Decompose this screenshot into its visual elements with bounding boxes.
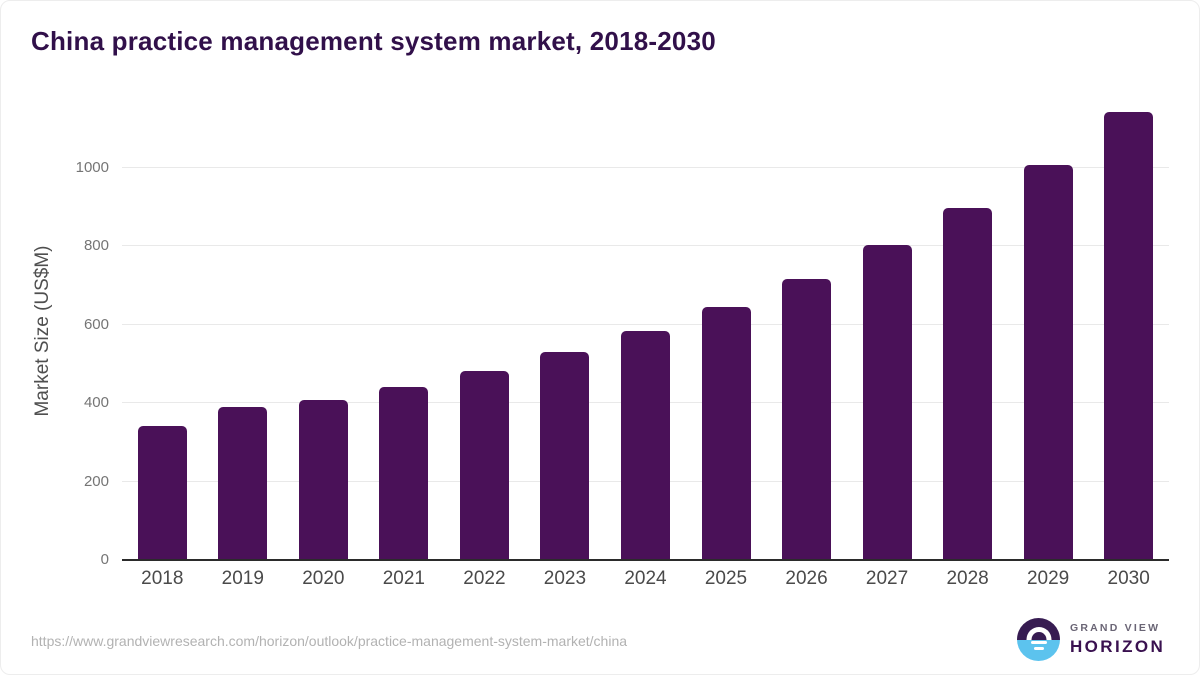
logo-grand-view-text: GRAND VIEW bbox=[1070, 622, 1161, 634]
x-axis-labels: 2018 2019 2020 2021 2022 2023 2024 2025 2026 2027… bbox=[122, 568, 1169, 590]
source-url-text: https://www.grandviewresearch.com/horizo… bbox=[31, 633, 628, 649]
x-tick-label-2028: 2028 bbox=[946, 568, 989, 589]
y-tick-label-400: 400 bbox=[83, 394, 109, 412]
bar-2020 bbox=[298, 399, 348, 560]
gridline-800 bbox=[122, 245, 1169, 247]
chart-title: China practice management system market,… bbox=[31, 26, 716, 56]
y-tick-label-600: 600 bbox=[83, 315, 109, 333]
bar-2025 bbox=[701, 306, 751, 560]
horizon-sunrise-icon bbox=[1017, 618, 1060, 661]
logo-wordmark: GRAND VIEW HORIZON bbox=[1070, 622, 1165, 657]
x-tick-label-2022: 2022 bbox=[463, 568, 506, 589]
x-tick-label-2027: 2027 bbox=[865, 568, 909, 589]
gridline-600 bbox=[122, 323, 1169, 325]
y-tick-label-0: 0 bbox=[100, 551, 109, 568]
logo-water-half bbox=[1017, 639, 1060, 661]
logo-ripple-line bbox=[1033, 646, 1044, 650]
bar-2028 bbox=[943, 207, 993, 560]
x-tick-label-2021: 2021 bbox=[382, 568, 425, 589]
bar-2022 bbox=[459, 370, 509, 560]
bar-2019 bbox=[218, 407, 268, 560]
bar-2026 bbox=[782, 278, 832, 560]
x-axis-line bbox=[122, 559, 1169, 561]
x-tick-label-2029: 2029 bbox=[1026, 568, 1070, 589]
x-tick-label-2019: 2019 bbox=[221, 568, 264, 589]
x-tick-label-2024: 2024 bbox=[624, 568, 667, 589]
bar-2027 bbox=[862, 244, 912, 560]
grand-view-horizon-logo: GRAND VIEW HORIZON bbox=[1017, 618, 1165, 661]
x-tick-label-2018: 2018 bbox=[141, 568, 184, 589]
y-tick-label-1000: 1000 bbox=[75, 158, 109, 176]
x-tick-label-2030: 2030 bbox=[1107, 568, 1150, 589]
plot-area: 0 200 400 600 800 1000 bbox=[76, 101, 1169, 568]
logo-sun-dome bbox=[1026, 626, 1051, 640]
gridline-1000 bbox=[122, 166, 1169, 168]
x-tick-label-2026: 2026 bbox=[785, 568, 828, 589]
y-tick-label-200: 200 bbox=[83, 472, 109, 490]
bar-2030 bbox=[1104, 112, 1154, 560]
y-tick-label-800: 800 bbox=[83, 237, 109, 255]
logo-horizon-text: HORIZON bbox=[1070, 637, 1166, 656]
x-tick-label-2020: 2020 bbox=[302, 568, 345, 589]
bar-2023 bbox=[540, 352, 590, 560]
logo-ripple-line bbox=[1030, 641, 1047, 644]
bar-2021 bbox=[379, 387, 429, 560]
bar-2029 bbox=[1023, 164, 1073, 560]
bar-2024 bbox=[621, 330, 670, 560]
x-tick-label-2025: 2025 bbox=[704, 568, 748, 589]
bar-2018 bbox=[137, 425, 187, 560]
x-tick-label-2023: 2023 bbox=[543, 568, 587, 589]
